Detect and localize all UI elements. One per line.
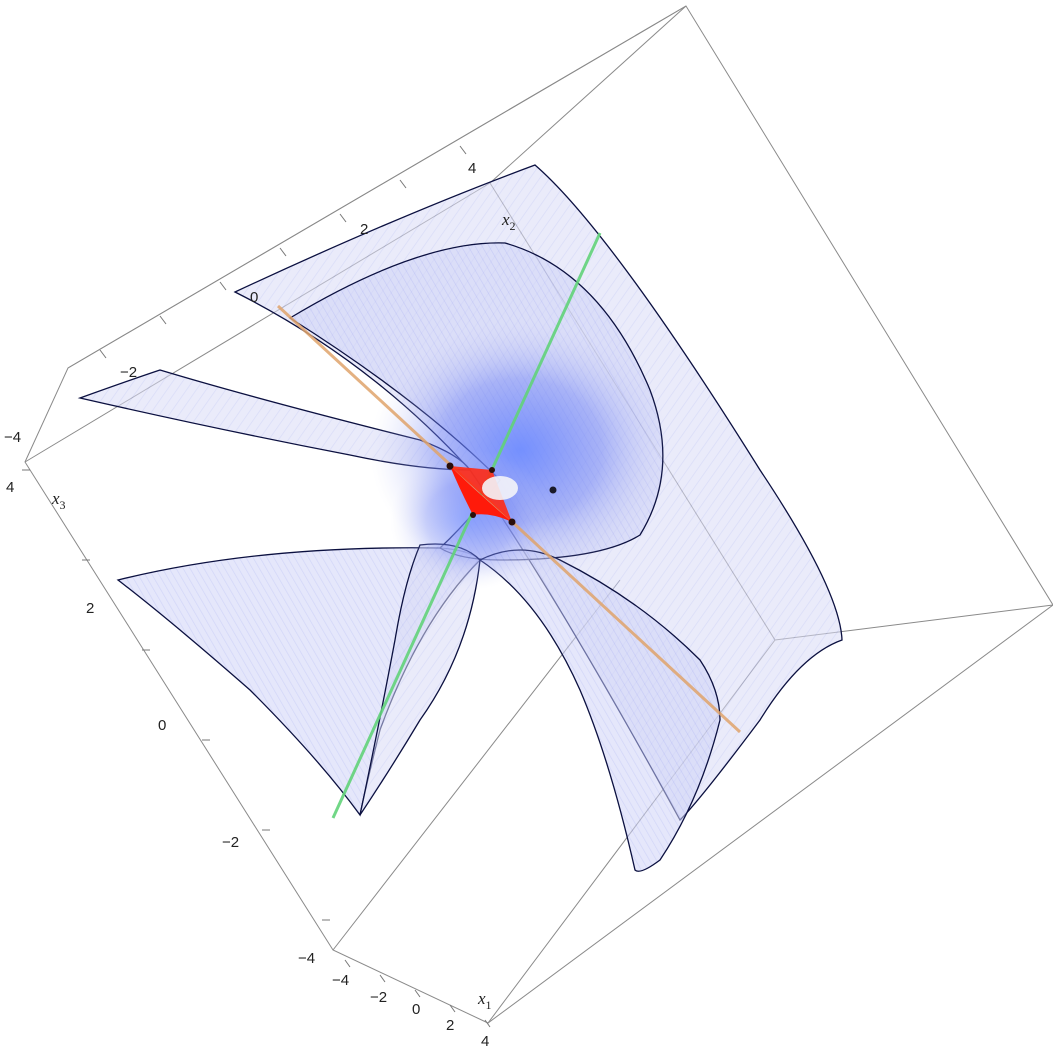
vertex-point bbox=[550, 487, 557, 494]
x3-tick-label: −2 bbox=[222, 834, 239, 851]
x3-tick-label: −4 bbox=[298, 950, 315, 967]
x2-tick-label: −2 bbox=[120, 364, 137, 381]
x2-tick-label: 2 bbox=[360, 221, 368, 238]
white-spheroid bbox=[482, 476, 518, 500]
x2-tick-label: 0 bbox=[250, 289, 258, 306]
x1-tick-label: 4 bbox=[481, 1033, 489, 1049]
x3-tick-label: −4 bbox=[4, 429, 21, 446]
x2-tick-label: 4 bbox=[468, 160, 476, 177]
vertex-point bbox=[447, 463, 454, 470]
x1-tick-label: −2 bbox=[370, 989, 387, 1006]
vertex-point bbox=[509, 519, 516, 526]
x1-axis: −4 −2 0 2 4 x1 bbox=[332, 960, 492, 1049]
x1-tick-label: 2 bbox=[446, 1017, 454, 1034]
x1-axis-label: x1 bbox=[477, 989, 492, 1012]
surface-sheets bbox=[80, 165, 842, 871]
vertex-point bbox=[470, 512, 476, 518]
vertex-point bbox=[489, 467, 495, 473]
x1-tick-label: −4 bbox=[332, 972, 349, 989]
x1-tick-label: 0 bbox=[412, 1001, 420, 1018]
x3-axis-label: x3 bbox=[51, 489, 66, 512]
x3-tick-label: 4 bbox=[6, 479, 14, 496]
x3-tick-label: 0 bbox=[158, 717, 166, 734]
x3-tick-label: 2 bbox=[86, 600, 94, 617]
